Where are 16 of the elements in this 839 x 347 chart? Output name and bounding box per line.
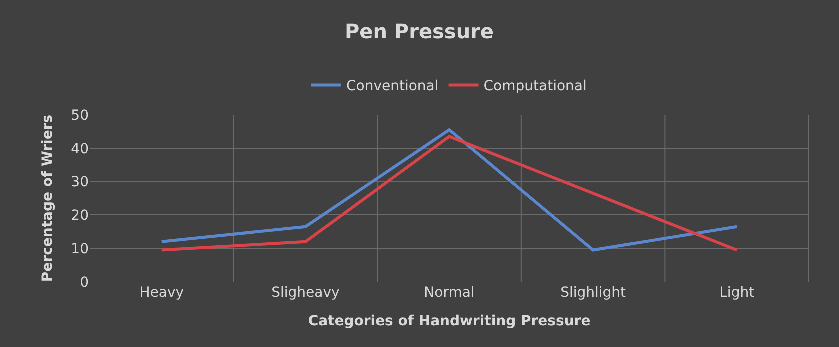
x-tick-label: Slighlight bbox=[560, 285, 627, 301]
x-tick-label: Normal bbox=[424, 285, 475, 301]
legend-label: Computational bbox=[484, 78, 587, 95]
chart-title: Pen Pressure bbox=[345, 19, 494, 44]
x-tick-label: Light bbox=[720, 285, 756, 301]
y-tick-label: 40 bbox=[71, 141, 89, 158]
x-tick-label: Sligheavy bbox=[272, 285, 340, 301]
x-axis-title: Categories of Handwriting Pressure bbox=[308, 313, 591, 330]
y-tick-label: 0 bbox=[80, 274, 89, 291]
legend-label: Conventional bbox=[346, 78, 439, 95]
y-tick-label: 30 bbox=[71, 174, 89, 191]
y-tick-label: 10 bbox=[71, 242, 89, 258]
y-tick-label: 20 bbox=[71, 208, 89, 224]
x-tick-label: Heavy bbox=[140, 285, 184, 301]
y-axis-title: Percentage of Wriers bbox=[40, 114, 56, 282]
y-tick-label: 50 bbox=[71, 108, 89, 124]
